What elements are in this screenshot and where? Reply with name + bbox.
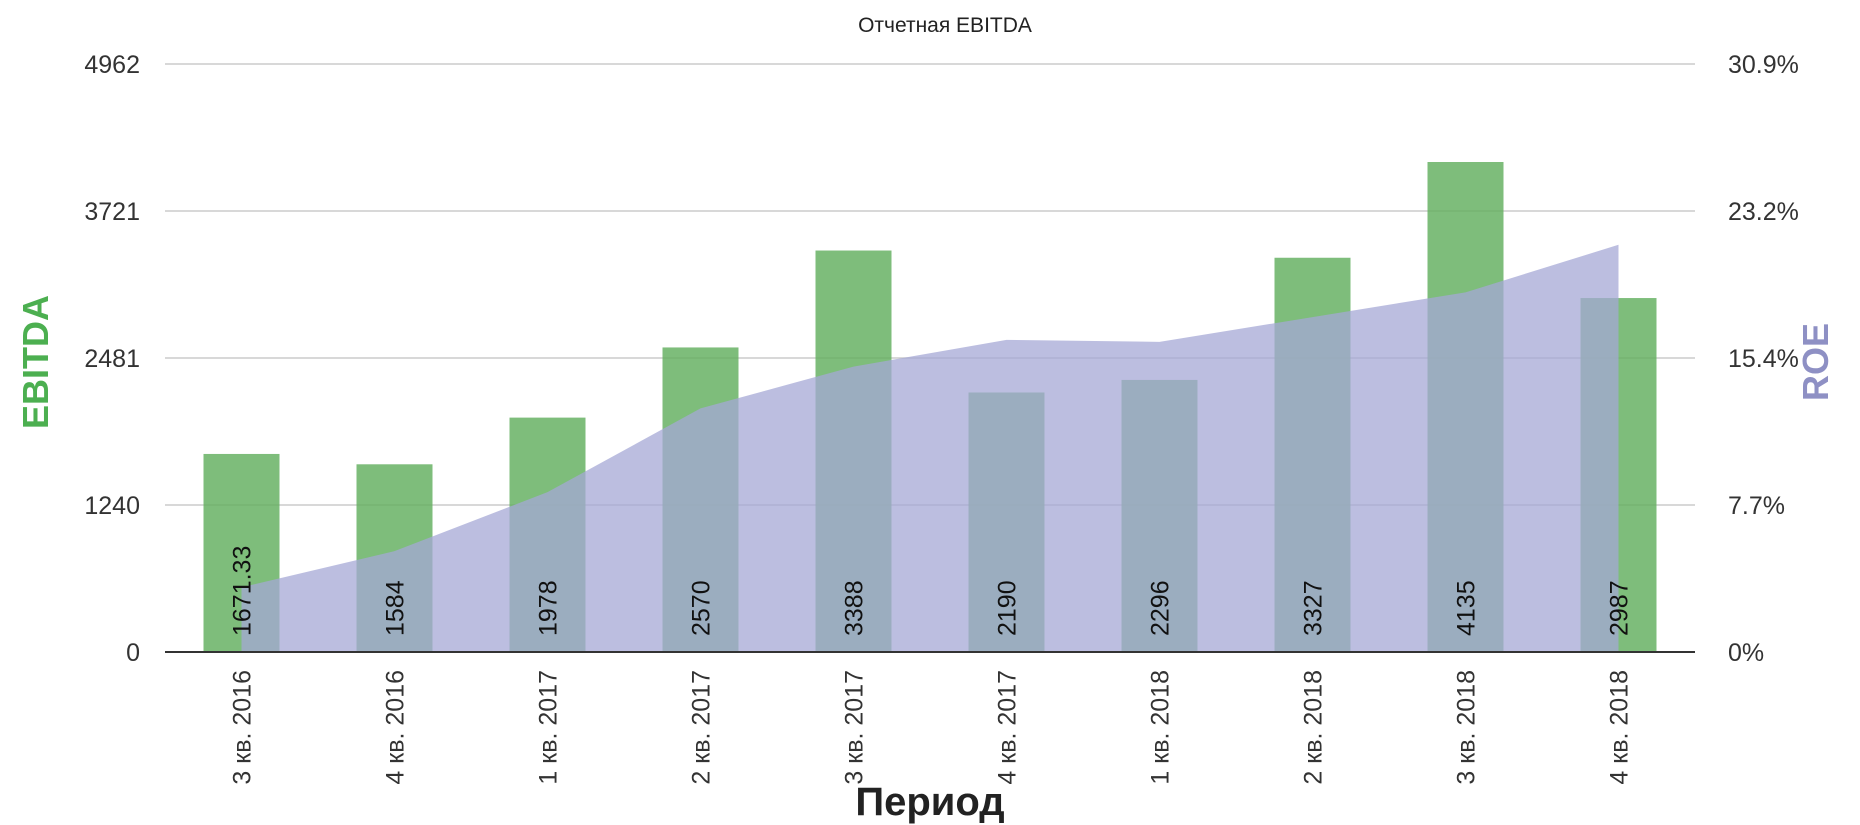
bar-value-label: 1584 (382, 580, 410, 636)
bar-value-label: 3327 (1300, 580, 1328, 636)
roe-area (241, 244, 1619, 652)
x-tick-label: 4 кв. 2017 (994, 670, 1022, 785)
bar-value-label: 2570 (688, 580, 716, 636)
y-tick-label: 4962 (84, 51, 140, 79)
y-tick-label: 1240 (84, 492, 140, 520)
bar-value-label: 1978 (535, 580, 563, 636)
bar-value-labels: 1671.33 1584 1978 2570 3388 2190 2296 3327 4135 2… (229, 546, 1634, 636)
x-tick-label: 1 кв. 2018 (1147, 670, 1175, 785)
x-tick-label: 2 кв. 2018 (1300, 670, 1328, 785)
y2-tick-label: 0% (1728, 639, 1764, 667)
x-tick-label: 2 кв. 2017 (688, 670, 716, 785)
bar-value-label: 1671.33 (229, 546, 257, 636)
y-axis-right-ticks: 0% 7.7% 15.4% 23.2% 30.9% (1728, 51, 1799, 667)
x-tick-label: 4 кв. 2018 (1606, 670, 1634, 785)
y-axis-left-label: EBITDA (15, 295, 56, 429)
x-tick-label: 4 кв. 2016 (382, 670, 410, 785)
x-tick-label: 3 кв. 2018 (1453, 670, 1481, 785)
y-axis-left-ticks: 0 1240 2481 3721 4962 (84, 51, 140, 667)
bar-value-label: 3388 (841, 580, 869, 636)
x-tick-label: 1 кв. 2017 (535, 670, 563, 785)
bar-value-label: 2190 (994, 580, 1022, 636)
bar-value-label: 2987 (1606, 580, 1634, 636)
bar-value-label: 2296 (1147, 580, 1175, 636)
y-tick-label: 2481 (84, 345, 140, 373)
chart-title: Отчетная EBITDA (858, 14, 1032, 37)
x-tick-label: 3 кв. 2016 (229, 670, 257, 785)
y-tick-label: 0 (126, 639, 140, 667)
x-axis-label: Период (855, 780, 1004, 824)
y2-tick-label: 23.2% (1728, 198, 1799, 226)
x-axis-ticks: 3 кв. 2016 4 кв. 2016 1 кв. 2017 2 кв. 2017… (229, 670, 1634, 785)
y2-tick-label: 30.9% (1728, 51, 1799, 79)
bar-value-label: 4135 (1453, 580, 1481, 636)
x-tick-label: 3 кв. 2017 (841, 670, 869, 785)
y2-tick-label: 15.4% (1728, 345, 1799, 373)
y2-tick-label: 7.7% (1728, 492, 1785, 520)
y-axis-right-label: ROE (1795, 323, 1836, 401)
roe-area-series (241, 244, 1619, 652)
y-tick-label: 3721 (84, 198, 140, 226)
